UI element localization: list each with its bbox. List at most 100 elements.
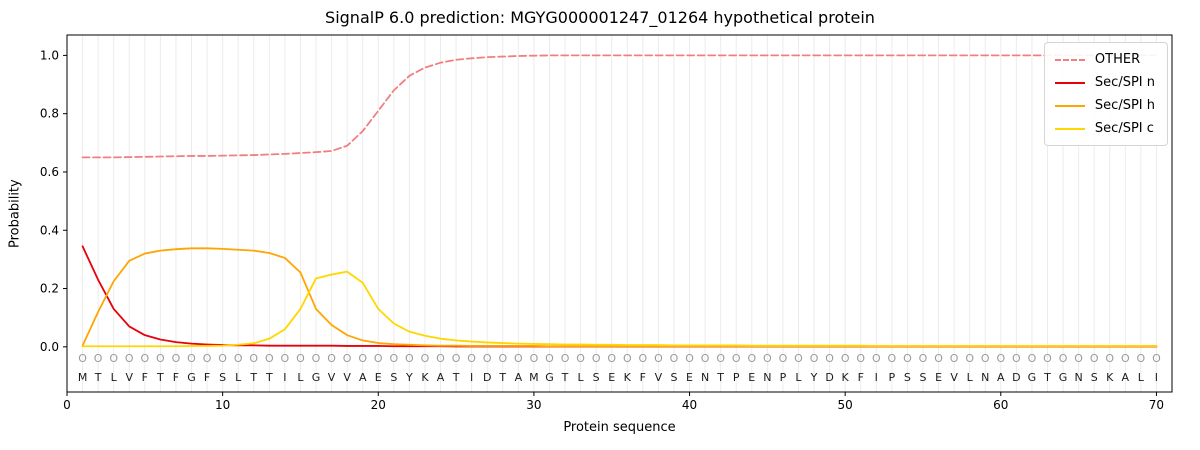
svg-text:V: V — [655, 371, 663, 384]
svg-text:0.2: 0.2 — [40, 282, 59, 296]
legend-label-sec-spi-n: Sec/SPI n — [1094, 75, 1155, 90]
svg-text:O: O — [545, 352, 554, 365]
svg-text:O: O — [747, 352, 756, 365]
svg-text:A: A — [997, 371, 1005, 384]
y-axis-ticks: 0.0 0.2 0.4 0.6 0.8 1.0 — [40, 48, 67, 354]
svg-text:D: D — [483, 371, 491, 384]
svg-text:L: L — [795, 371, 802, 384]
svg-text:F: F — [640, 371, 646, 384]
legend-item-other: OTHER — [1054, 52, 1155, 67]
svg-text:F: F — [858, 371, 864, 384]
svg-text:60: 60 — [993, 398, 1008, 412]
svg-text:O: O — [265, 352, 274, 365]
svg-text:K: K — [624, 371, 632, 384]
svg-text:40: 40 — [682, 398, 697, 412]
legend-line-swatch-sec-spi-h — [1054, 104, 1085, 107]
svg-text:O: O — [281, 352, 290, 365]
series-line-sec-spi-h — [81, 247, 1158, 348]
svg-text:O: O — [140, 352, 149, 365]
svg-text:O: O — [1043, 352, 1052, 365]
svg-text:T: T — [1043, 371, 1051, 384]
svg-text:N: N — [981, 371, 989, 384]
svg-text:I: I — [1155, 371, 1158, 384]
svg-text:0.6: 0.6 — [40, 165, 59, 179]
svg-text:O: O — [716, 352, 725, 365]
svg-text:O: O — [109, 352, 118, 365]
svg-text:T: T — [452, 371, 460, 384]
svg-text:A: A — [437, 371, 445, 384]
legend-item-sec-spi-h: Sec/SPI h — [1054, 98, 1155, 113]
legend-line-swatch-sec-spi-c — [1054, 127, 1085, 130]
legend-label-sec-spi-h: Sec/SPI h — [1094, 98, 1155, 113]
svg-text:30: 30 — [526, 398, 541, 412]
chart-title: SignalP 6.0 prediction: MGYG000001247_01… — [325, 8, 875, 27]
svg-text:O: O — [576, 352, 585, 365]
svg-text:O: O — [623, 352, 632, 365]
svg-text:O: O — [1105, 352, 1114, 365]
svg-text:G: G — [1059, 371, 1068, 384]
legend-label-sec-spi-c: Sec/SPI c — [1094, 121, 1154, 136]
svg-text:V: V — [950, 371, 958, 384]
svg-text:G: G — [187, 371, 196, 384]
svg-text:O: O — [965, 352, 974, 365]
svg-text:K: K — [1106, 371, 1114, 384]
svg-text:P: P — [889, 371, 896, 384]
svg-text:O: O — [1012, 352, 1021, 365]
svg-text:O: O — [701, 352, 710, 365]
svg-text:P: P — [733, 371, 740, 384]
svg-text:O: O — [825, 352, 834, 365]
svg-text:O: O — [1028, 352, 1037, 365]
svg-text:O: O — [919, 352, 928, 365]
svg-text:E: E — [608, 371, 615, 384]
svg-text:L: L — [967, 371, 974, 384]
x-axis-ticks: 0 10 20 30 40 50 60 70 — [63, 392, 1164, 412]
svg-text:O: O — [592, 352, 601, 365]
svg-text:L: L — [111, 371, 118, 384]
legend-item-sec-spi-c: Sec/SPI c — [1054, 121, 1155, 136]
svg-text:O: O — [483, 352, 492, 365]
svg-text:T: T — [716, 371, 724, 384]
svg-text:Y: Y — [405, 371, 413, 384]
gridlines — [82, 35, 1157, 392]
svg-text:O: O — [343, 352, 352, 365]
svg-text:O: O — [856, 352, 865, 365]
svg-text:O: O — [94, 352, 103, 365]
svg-text:O: O — [436, 352, 445, 365]
svg-text:O: O — [358, 352, 367, 365]
svg-text:V: V — [125, 371, 133, 384]
svg-text:A: A — [359, 371, 367, 384]
svg-text:M: M — [529, 371, 539, 384]
svg-text:O: O — [670, 352, 679, 365]
svg-text:I: I — [470, 371, 473, 384]
svg-text:O: O — [312, 352, 321, 365]
svg-text:L: L — [1138, 371, 1145, 384]
svg-text:70: 70 — [1149, 398, 1164, 412]
svg-text:O: O — [841, 352, 850, 365]
svg-text:O: O — [779, 352, 788, 365]
svg-text:O: O — [561, 352, 570, 365]
svg-text:O: O — [203, 352, 212, 365]
svg-text:O: O — [1090, 352, 1099, 365]
svg-text:T: T — [561, 371, 569, 384]
svg-text:O: O — [1121, 352, 1130, 365]
svg-text:O: O — [1074, 352, 1083, 365]
svg-text:F: F — [173, 371, 179, 384]
svg-text:O: O — [732, 352, 741, 365]
svg-text:O: O — [374, 352, 383, 365]
svg-text:E: E — [686, 371, 693, 384]
svg-text:E: E — [375, 371, 382, 384]
svg-text:S: S — [593, 371, 600, 384]
svg-text:G: G — [1028, 371, 1037, 384]
svg-text:0: 0 — [63, 398, 71, 412]
svg-text:O: O — [421, 352, 430, 365]
svg-text:L: L — [297, 371, 304, 384]
svg-text:O: O — [405, 352, 414, 365]
probability-curves — [81, 54, 1158, 348]
svg-text:T: T — [94, 371, 102, 384]
svg-text:O: O — [794, 352, 803, 365]
svg-text:O: O — [950, 352, 959, 365]
svg-text:O: O — [327, 352, 336, 365]
svg-text:O: O — [156, 352, 165, 365]
